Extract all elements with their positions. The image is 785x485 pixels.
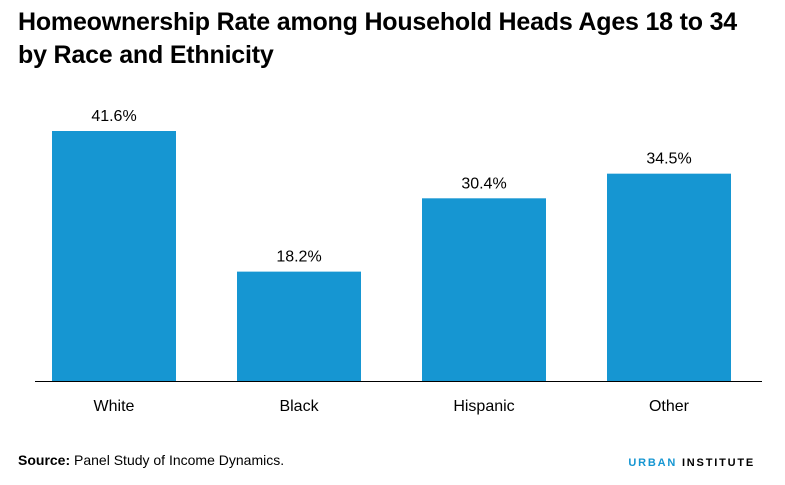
chart-title-line-2: by Race and Ethnicity [18,41,274,69]
data-label-other: 34.5% [646,151,691,168]
x-tick-label-other: Other [649,398,690,415]
source-note: Source: Panel Study of Income Dynamics. [18,452,284,468]
urban-institute-logo: URBAN INSTITUTE [628,457,755,469]
data-label-black: 18.2% [276,249,321,266]
bar-hispanic [422,198,546,381]
chart-title-line-1: Homeownership Rate among Household Heads… [18,8,737,36]
bar-other [607,173,731,381]
chart-title: Homeownership Rate among Household Heads… [18,6,768,72]
data-label-white: 41.6% [91,108,136,125]
source-text: Panel Study of Income Dynamics. [70,452,285,468]
x-tick-label-hispanic: Hispanic [453,398,514,415]
logo-word-urban: URBAN [628,457,678,469]
bar-white [52,131,176,381]
x-tick-label-white: White [94,398,135,415]
data-label-hispanic: 30.4% [461,175,506,192]
x-tick-label-black: Black [279,398,319,415]
bar-black [237,271,361,381]
source-label: Source: [18,452,71,468]
logo-word-institute: INSTITUTE [681,457,755,469]
